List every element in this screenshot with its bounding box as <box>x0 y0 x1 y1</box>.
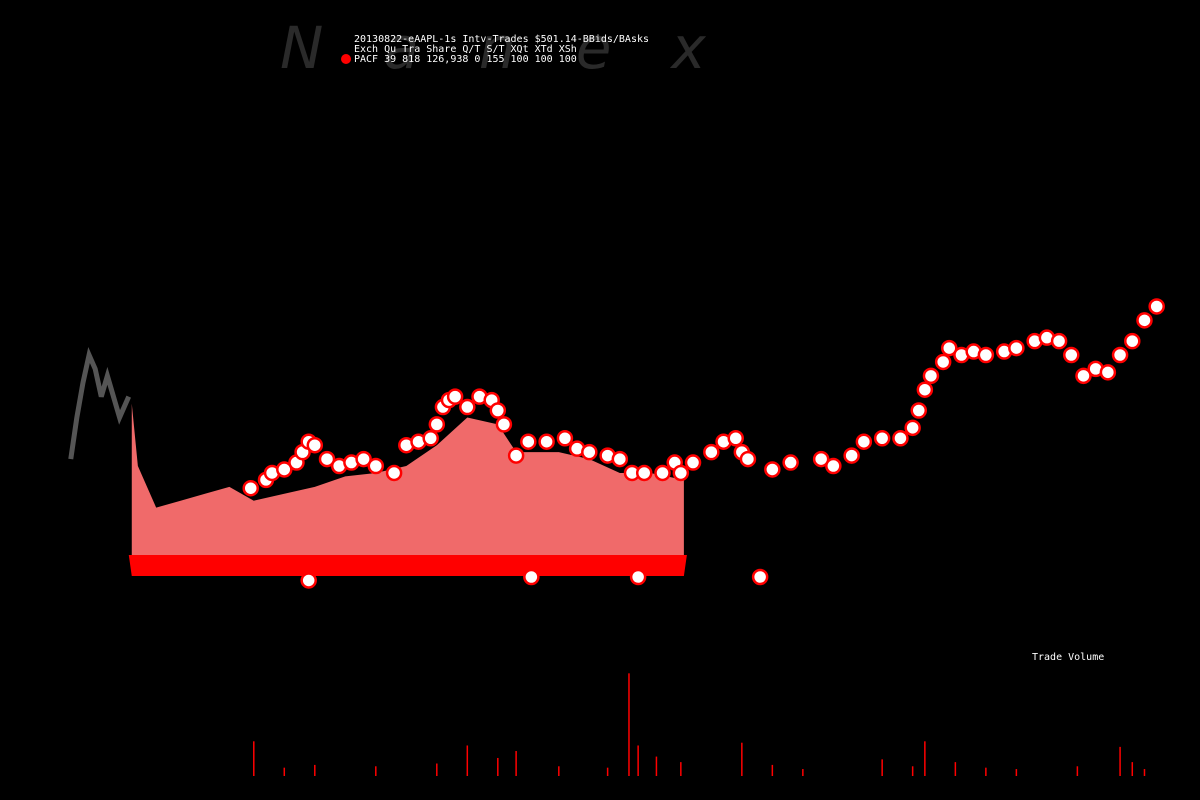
trade-marker <box>276 461 293 478</box>
header-line: PACF 39 818 126,938 0 155 100 100 100 <box>354 54 577 65</box>
volume-bar <box>1015 769 1018 776</box>
trade-marker <box>306 436 324 454</box>
trade-marker <box>727 430 744 447</box>
trade-marker <box>538 433 555 450</box>
volume-bar <box>375 766 377 776</box>
trade-marker <box>385 464 403 482</box>
bid-band <box>128 555 687 576</box>
trade-marker <box>764 461 781 478</box>
trade-marker <box>489 402 507 419</box>
trade-marker <box>355 450 372 468</box>
trade-marker <box>751 568 769 586</box>
trade-marker <box>782 454 799 471</box>
volume-bar <box>985 767 987 776</box>
trade-marker <box>684 454 702 471</box>
trade-marker <box>1148 298 1165 315</box>
trade-marker <box>300 572 317 589</box>
volume-bar <box>1131 762 1134 776</box>
trade-marker <box>507 447 525 464</box>
volume-bar <box>911 766 914 776</box>
header-line: 20130822-eAAPL-1s Intv-Trades $501.14-BB… <box>354 34 649 45</box>
trade-marker <box>977 346 995 364</box>
volume-bar <box>283 767 286 776</box>
trade-marker <box>422 430 439 447</box>
trade-marker <box>242 479 259 497</box>
volume-bar <box>628 673 630 776</box>
trade-marker <box>1099 364 1117 381</box>
trade-marker <box>629 568 647 586</box>
volume-bar <box>680 762 682 776</box>
trade-marker <box>739 450 757 468</box>
trade-marker <box>1075 367 1092 385</box>
volume-bar <box>1119 746 1121 776</box>
volume-bar <box>253 741 255 776</box>
trade-marker <box>812 450 830 468</box>
volume-bar <box>1143 769 1146 776</box>
trade-marker <box>520 433 537 450</box>
trade-marker <box>855 433 873 450</box>
price-line <box>68 346 132 460</box>
trade-marker <box>428 416 446 433</box>
trade-marker <box>1050 332 1068 350</box>
trade-marker <box>556 430 574 447</box>
trade-marker <box>916 381 934 398</box>
legend-dot <box>341 54 351 64</box>
trade-marker <box>892 430 909 447</box>
volume-bar <box>466 745 469 776</box>
bid-area <box>131 403 684 555</box>
volume-bar <box>655 756 658 776</box>
volume-bar <box>881 759 883 776</box>
volume-bar <box>314 764 316 776</box>
trade-marker <box>904 419 921 437</box>
trade-marker <box>873 430 891 447</box>
volume-bar <box>1076 766 1079 776</box>
trade-marker <box>581 443 598 461</box>
trade-marker <box>910 402 928 419</box>
trade-marker <box>654 464 671 482</box>
trade-marker <box>1124 332 1141 350</box>
trade-marker <box>459 398 476 416</box>
volume-bar <box>802 769 804 776</box>
trade-marker <box>703 443 720 461</box>
header-line: Exch Qu Tra Share Q/T S/T XQt XTd XSh <box>354 44 577 55</box>
volume-bar <box>771 764 774 776</box>
trade-marker <box>367 457 385 475</box>
trade-marker <box>934 353 952 371</box>
trade-marker <box>611 450 629 468</box>
volume-bar <box>954 762 957 776</box>
trade-marker <box>635 464 653 482</box>
volume-bar <box>741 742 743 776</box>
trade-marker <box>318 450 336 468</box>
volume-bar <box>924 741 926 776</box>
plot <box>68 298 1165 776</box>
watermark: Nanex <box>280 14 766 82</box>
trade-marker <box>843 447 860 464</box>
volume-bar <box>558 766 560 776</box>
volume-bar <box>637 745 639 776</box>
trade-marker <box>1111 346 1129 364</box>
trade-marker <box>446 388 464 405</box>
trade-marker <box>1063 346 1080 364</box>
volume-bar <box>497 757 499 776</box>
trade-marker <box>672 464 690 482</box>
trade-marker <box>922 367 940 385</box>
trade-marker <box>941 339 958 357</box>
trade-marker <box>523 568 540 586</box>
trade-marker <box>1008 339 1025 357</box>
volume-bar <box>436 763 438 776</box>
trade-marker <box>1136 312 1153 329</box>
trade-marker <box>495 416 513 433</box>
volume-bar <box>606 767 609 776</box>
volume-bar <box>515 751 517 776</box>
trade-marker <box>825 457 842 475</box>
volume-title: Trade Volume <box>1032 652 1104 663</box>
